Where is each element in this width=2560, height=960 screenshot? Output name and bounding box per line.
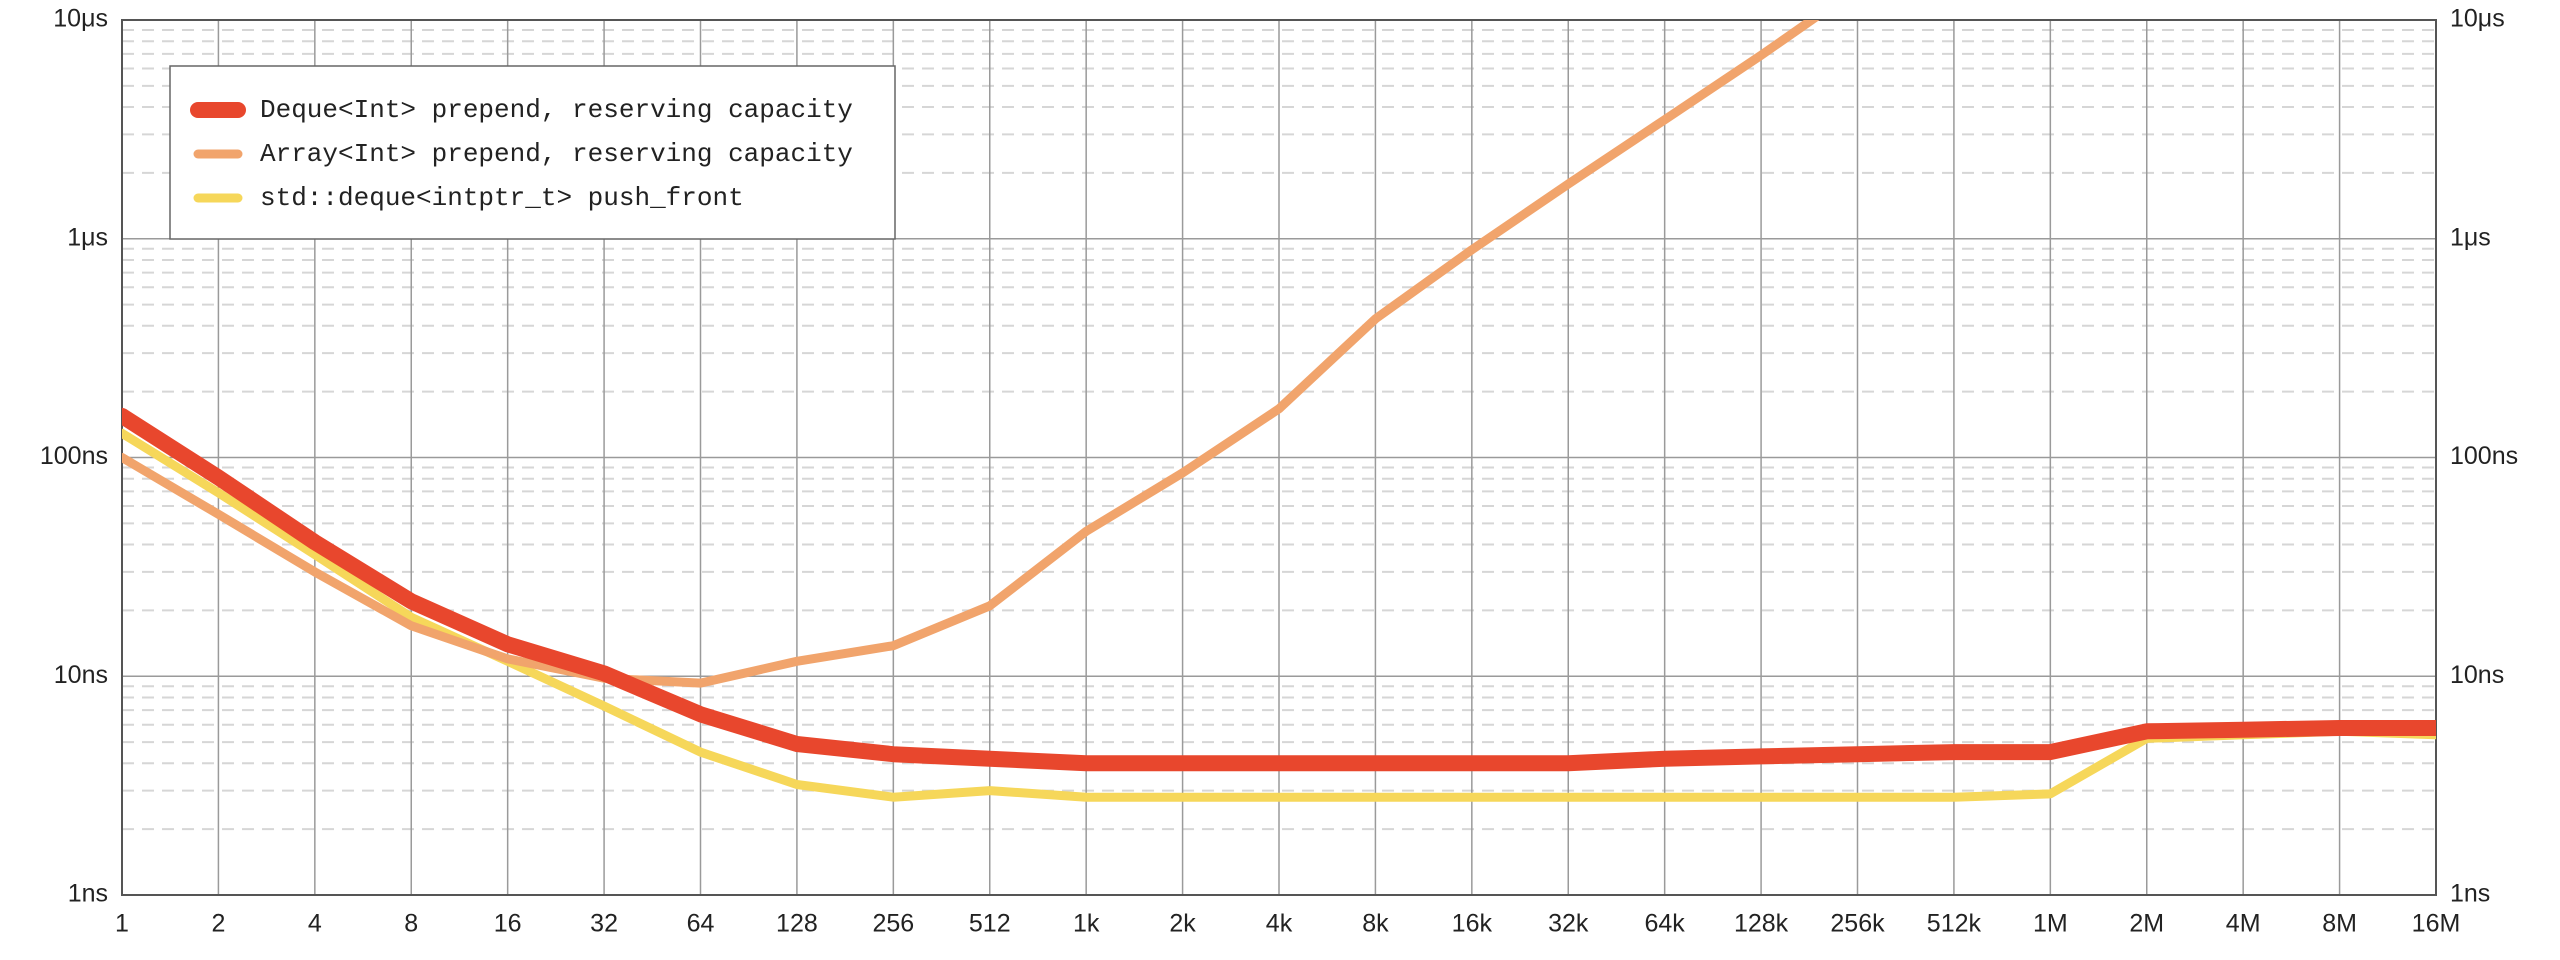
x-tick-label: 8k — [1362, 910, 1389, 938]
legend-label: Array<Int> prepend, reserving capacity — [260, 139, 853, 169]
x-tick-label: 16 — [494, 910, 522, 938]
y2-tick-label: 10μs — [2450, 5, 2505, 33]
x-tick-label: 1k — [1073, 910, 1100, 938]
x-tick-label: 16M — [2412, 910, 2461, 938]
x-tick-label: 1 — [115, 910, 129, 938]
y2-tick-label: 1μs — [2450, 223, 2491, 251]
y-tick-label: 10ns — [54, 661, 108, 689]
x-tick-label: 512 — [969, 910, 1011, 938]
x-tick-label: 2 — [211, 910, 225, 938]
series-line — [122, 20, 1820, 688]
x-tick-label: 8 — [404, 910, 418, 938]
x-tick-label: 256 — [872, 910, 914, 938]
x-tick-label: 64k — [1645, 910, 1686, 938]
y2-tick-label: 100ns — [2450, 442, 2518, 470]
x-tick-label: 128k — [1734, 910, 1789, 938]
x-tick-label: 4 — [308, 910, 322, 938]
legend-box — [169, 65, 896, 240]
legend-label: Deque<Int> prepend, reserving capacity — [260, 95, 853, 125]
legend-label: std::deque<intptr_t> push_front — [260, 183, 744, 213]
x-tick-label: 2M — [2129, 910, 2164, 938]
y-tick-label: 10μs — [53, 5, 108, 33]
x-tick-label: 8M — [2322, 910, 2357, 938]
y2-tick-label: 10ns — [2450, 661, 2504, 689]
y-tick-label: 1ns — [68, 880, 108, 908]
plot-area — [122, 20, 2436, 802]
y2-tick-label: 1ns — [2450, 880, 2490, 908]
x-tick-label: 4k — [1266, 910, 1293, 938]
series-line — [122, 407, 2436, 772]
x-tick-label: 2k — [1169, 910, 1196, 938]
x-tick-label: 4M — [2226, 910, 2261, 938]
x-tick-label: 32k — [1548, 910, 1589, 938]
x-tick-label: 32 — [590, 910, 618, 938]
x-tick-label: 256k — [1830, 910, 1885, 938]
x-tick-label: 1M — [2033, 910, 2068, 938]
y-tick-label: 1μs — [67, 223, 108, 251]
x-tick-label: 64 — [687, 910, 715, 938]
x-tick-label: 16k — [1452, 910, 1493, 938]
y-tick-label: 100ns — [40, 442, 108, 470]
x-tick-label: 512k — [1927, 910, 1982, 938]
x-tick-label: 128 — [776, 910, 818, 938]
